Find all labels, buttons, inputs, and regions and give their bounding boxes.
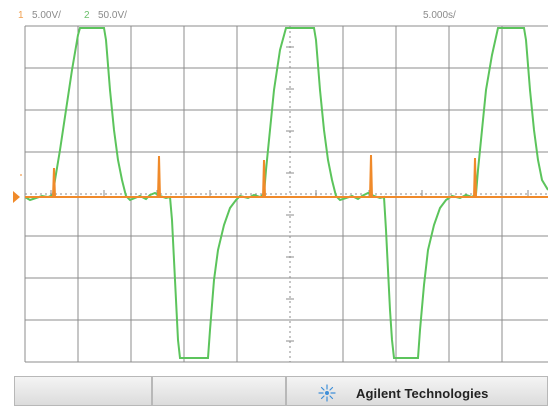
ch1-trace [25, 154, 548, 198]
timebase-scale[interactable]: 5.000s/ [423, 10, 456, 21]
ch1-number[interactable]: 1 [18, 10, 24, 21]
brand-logo: Agilent Technologies [318, 384, 489, 402]
softkey-bar: Agilent Technologies [0, 368, 548, 406]
agilent-spark-icon [318, 384, 336, 402]
softkey-1[interactable] [14, 376, 152, 406]
waveform-display [13, 25, 548, 363]
graticule [13, 25, 548, 363]
status-bar: 1 5.00V/ 2 50.0V/ 5.000s/ [0, 0, 548, 24]
ch2-number[interactable]: 2 [84, 10, 90, 21]
ch2-scale[interactable]: 50.0V/ [98, 10, 127, 21]
ch1-ground-marker [13, 191, 20, 203]
softkey-2[interactable] [152, 376, 286, 406]
brand-name: Agilent Technologies [356, 385, 489, 401]
ch2-trace [24, 27, 548, 359]
ch1-scale[interactable]: 5.00V/ [32, 10, 61, 21]
